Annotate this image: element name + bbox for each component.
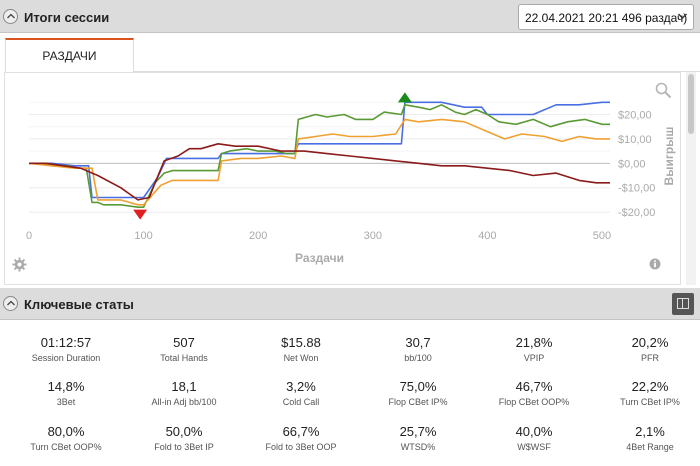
stat-value: 25,7% bbox=[399, 424, 437, 439]
stat-label: Turn CBet IP% bbox=[620, 397, 680, 407]
series-line bbox=[29, 104, 610, 208]
stat-label: Total Hands bbox=[160, 353, 208, 363]
chart-scrollbar[interactable] bbox=[686, 72, 696, 285]
zoom-icon[interactable] bbox=[655, 82, 672, 99]
stat-cell: 80,0% Turn CBet OOP% bbox=[8, 424, 124, 452]
chevron-down-icon bbox=[678, 13, 687, 19]
gear-icon[interactable] bbox=[12, 257, 27, 272]
stat-value: 66,7% bbox=[282, 424, 320, 439]
stat-value: 80,0% bbox=[47, 424, 85, 439]
stat-value: 22,2% bbox=[631, 379, 669, 394]
y-tick-label: $0,00 bbox=[618, 158, 646, 170]
stat-cell: 01:12:57 Session Duration bbox=[8, 335, 124, 363]
stat-value: 507 bbox=[173, 335, 195, 350]
stat-label: 4Bet Range bbox=[626, 442, 674, 452]
key-stats-grid: 01:12:57 Session Duration 507 Total Hands $1… bbox=[0, 321, 700, 466]
x-tick-label: 500 bbox=[593, 230, 611, 242]
stat-value: 14,8% bbox=[47, 379, 85, 394]
columns-icon bbox=[677, 298, 689, 309]
key-stats-title: Ключевые статы bbox=[24, 297, 134, 312]
stat-label: bb/100 bbox=[404, 353, 432, 363]
chevron-up-icon bbox=[7, 13, 15, 19]
x-axis-title: Раздачи bbox=[295, 251, 344, 265]
layout-toggle-button[interactable] bbox=[672, 293, 694, 315]
chevron-up-icon bbox=[7, 300, 15, 306]
min-marker bbox=[133, 209, 148, 220]
stat-cell: 21,8% VPIP bbox=[476, 335, 592, 363]
stat-label: 3Bet bbox=[56, 397, 76, 407]
stat-label: Session Duration bbox=[31, 353, 101, 363]
stat-cell: 46,7% Flop CBet OOP% bbox=[476, 379, 592, 407]
stat-label: Fold to 3Bet IP bbox=[154, 442, 214, 452]
winnings-chart[interactable]: $20,00 $10,00 $0,00 -$10,00 -$20,00 0 100 200 30… bbox=[5, 73, 682, 286]
stat-value: 20,2% bbox=[631, 335, 669, 350]
stat-label: PFR bbox=[641, 353, 659, 363]
y-axis-title: Выигрыш bbox=[662, 127, 676, 186]
x-tick-label: 400 bbox=[478, 230, 496, 242]
stat-value: 01:12:57 bbox=[40, 335, 92, 350]
stat-cell: 3,2% Cold Call bbox=[243, 379, 359, 407]
x-tick-label: 200 bbox=[249, 230, 267, 242]
session-summary-title: Итоги сессии bbox=[24, 10, 110, 25]
stat-value: 21,8% bbox=[515, 335, 553, 350]
stat-label: All-in Adj bb/100 bbox=[151, 397, 217, 407]
stat-cell: 2,1% 4Bet Range bbox=[592, 424, 700, 452]
scrollbar-thumb[interactable] bbox=[688, 74, 694, 134]
stat-value: 30,7 bbox=[405, 335, 431, 350]
stat-label: Turn CBet OOP% bbox=[30, 442, 102, 452]
stat-value: 3,2% bbox=[286, 379, 316, 394]
stat-value: 40,0% bbox=[515, 424, 553, 439]
stat-cell: 22,2% Turn CBet IP% bbox=[592, 379, 700, 407]
max-marker bbox=[397, 92, 412, 103]
tab-hands-label: РАЗДАЧИ bbox=[42, 49, 97, 63]
stat-cell: 20,2% PFR bbox=[592, 335, 700, 363]
stat-cell: 18,1 All-in Adj bb/100 bbox=[126, 379, 242, 407]
stat-cell: 14,8% 3Bet bbox=[8, 379, 124, 407]
collapse-stats-button[interactable] bbox=[3, 296, 18, 311]
stat-cell: 50,0% Fold to 3Bet IP bbox=[126, 424, 242, 452]
series-line bbox=[29, 143, 610, 201]
stat-value: 75,0% bbox=[399, 379, 437, 394]
series-line bbox=[28, 118, 610, 206]
series-line bbox=[29, 101, 610, 199]
stat-label: Net Won bbox=[283, 353, 319, 363]
winnings-chart-panel: $20,00 $10,00 $0,00 -$10,00 -$20,00 0 100 200 30… bbox=[4, 72, 681, 285]
stat-cell: 66,7% Fold to 3Bet OOP bbox=[243, 424, 359, 452]
y-tick-label: $20,00 bbox=[618, 110, 652, 122]
stat-label: Cold Call bbox=[282, 397, 320, 407]
stat-value: 2,1% bbox=[635, 424, 665, 439]
tab-divider bbox=[134, 71, 700, 72]
stat-label: Fold to 3Bet OOP bbox=[265, 442, 337, 452]
stat-cell: 507 Total Hands bbox=[126, 335, 242, 363]
stat-value: 18,1 bbox=[171, 379, 197, 394]
stat-cell: $15.88 Net Won bbox=[243, 335, 359, 363]
stat-value: 50,0% bbox=[165, 424, 203, 439]
key-stats-header: Ключевые статы bbox=[0, 288, 700, 320]
x-tick-label: 300 bbox=[364, 230, 382, 242]
stat-value: 46,7% bbox=[515, 379, 553, 394]
stat-value: $15.88 bbox=[281, 335, 321, 350]
stat-cell: 40,0% W$WSF bbox=[476, 424, 592, 452]
session-select-value: 22.04.2021 20:21 496 раздач) bbox=[525, 11, 688, 25]
stat-cell: 25,7% WTSD% bbox=[360, 424, 476, 452]
stat-cell: 30,7 bb/100 bbox=[360, 335, 476, 363]
info-icon[interactable] bbox=[649, 258, 661, 270]
x-tick-label: 0 bbox=[26, 230, 32, 242]
y-tick-label: -$20,00 bbox=[618, 207, 655, 219]
collapse-session-button[interactable] bbox=[3, 9, 18, 24]
y-tick-label: $10,00 bbox=[618, 134, 652, 146]
tab-hands[interactable]: РАЗДАЧИ bbox=[5, 38, 134, 72]
stat-label: VPIP bbox=[523, 353, 545, 363]
x-tick-label: 100 bbox=[134, 230, 152, 242]
stat-cell: 75,0% Flop CBet IP% bbox=[360, 379, 476, 407]
stat-label: WTSD% bbox=[400, 442, 436, 452]
tab-strip: РАЗДАЧИ bbox=[0, 34, 700, 72]
y-tick-label: -$10,00 bbox=[618, 183, 655, 195]
session-summary-header: Итоги сессии 22.04.2021 20:21 496 раздач… bbox=[0, 0, 700, 33]
stat-label: Flop CBet IP% bbox=[388, 397, 448, 407]
stat-label: Flop CBet OOP% bbox=[498, 397, 570, 407]
session-select[interactable]: 22.04.2021 20:21 496 раздач) bbox=[518, 4, 694, 30]
stat-label: W$WSF bbox=[517, 442, 551, 452]
